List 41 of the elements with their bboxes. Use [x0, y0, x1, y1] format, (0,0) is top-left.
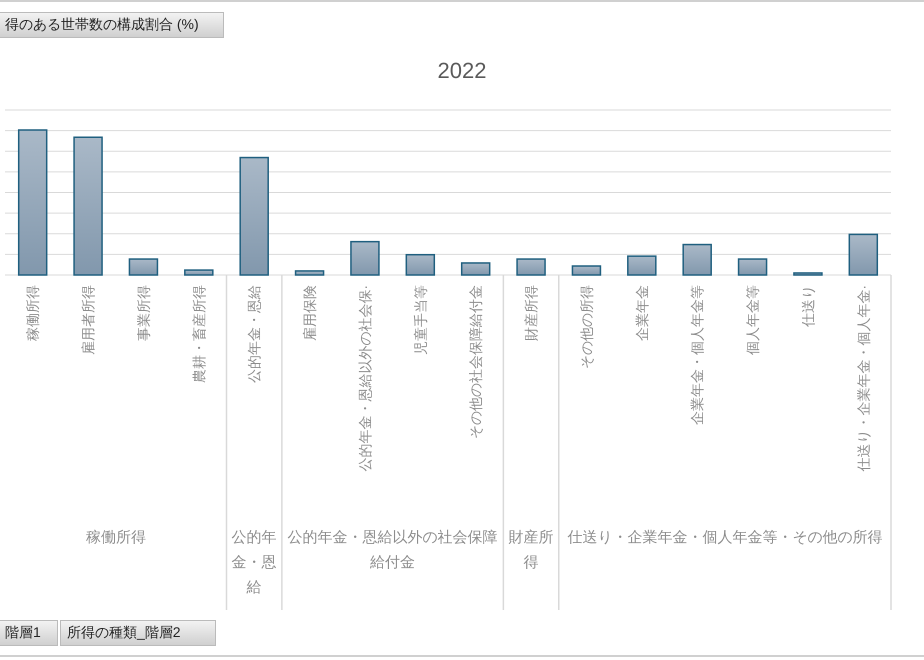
bar: [793, 272, 823, 276]
x-tick-label: 農耕・畜産所得: [190, 285, 207, 383]
x-tick-label: 仕送り・企業年金・個人年金·: [855, 285, 872, 473]
x-tick-label: 児童手当等: [412, 285, 428, 355]
text: 所得の種類_階層2: [60, 620, 216, 646]
bar: [294, 270, 324, 276]
bar: [848, 234, 878, 276]
text: 階層1: [0, 620, 58, 646]
x-tick-label: 雇用保険: [302, 285, 318, 341]
x-tick-label: 雇用者所得: [80, 285, 96, 355]
x-tick-label: 公的年金・恩給: [246, 285, 262, 383]
bar: [128, 258, 158, 276]
chart-title: 2022: [438, 58, 486, 83]
text: 得のある世帯数の構成割合 (%): [0, 12, 224, 38]
text: 稼働所得: [84, 528, 147, 548]
bar: [184, 269, 214, 276]
bar: [350, 240, 380, 276]
x-tick-label: 個人年金等: [744, 285, 761, 355]
bar: [738, 258, 768, 276]
text: 公的年金・恩給以外の社会保障給付金: [286, 528, 499, 573]
text: 仕送り・企業年金・個人年金等・その他の所得: [566, 528, 884, 548]
bar: [18, 129, 48, 276]
x-tick-label: 企業年金: [634, 285, 650, 341]
x-tick-label: その他の社会保障給付金: [468, 285, 484, 439]
text: 財産所得: [508, 528, 555, 573]
x-tick-label: 稼働所得: [24, 285, 41, 341]
bar: [627, 255, 657, 276]
bar: [682, 244, 712, 276]
x-tick-label: 事業所得: [135, 285, 152, 341]
x-tick-label: その他の所得: [578, 285, 594, 369]
x-tick-label: 財産所得: [523, 285, 540, 341]
bar: [460, 262, 490, 276]
bar: [406, 254, 436, 276]
text: 公的年金・恩給: [230, 528, 278, 598]
x-tick-label: 企業年金・個人年金等: [689, 285, 706, 425]
x-tick-label: 公的年金・恩給以外の社会保·: [356, 285, 373, 472]
bar: [239, 156, 269, 276]
bar: [73, 136, 103, 276]
bar: [516, 258, 546, 276]
x-tick-label: 仕送り: [800, 285, 816, 328]
bar: [572, 265, 602, 276]
